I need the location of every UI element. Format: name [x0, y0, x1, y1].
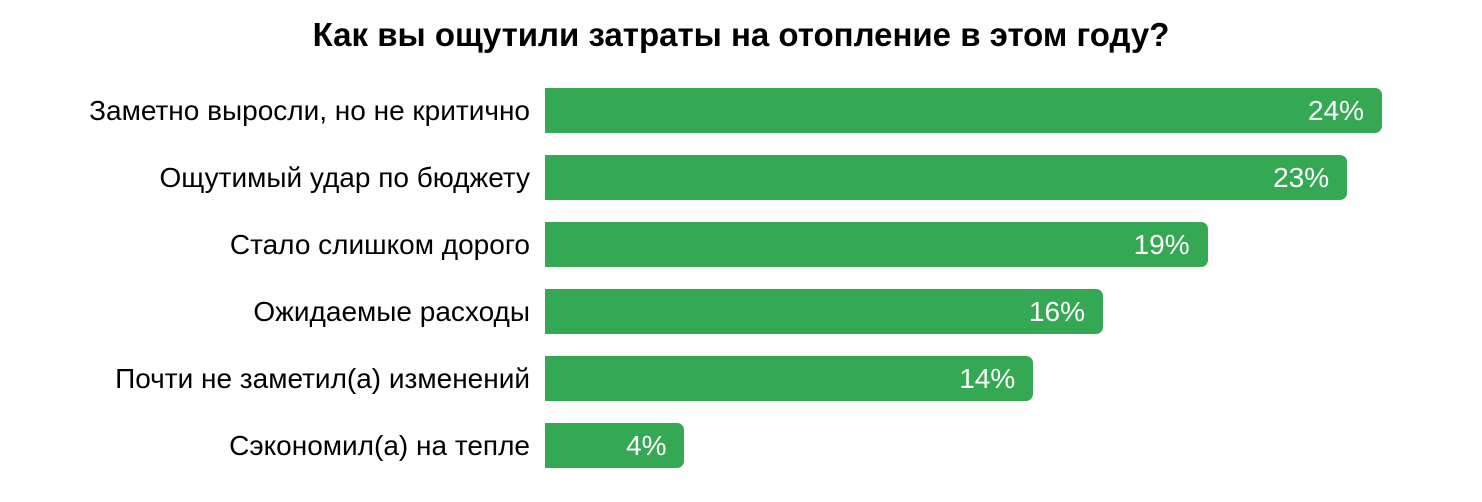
- bar-row: Стало слишком дорого 19%: [0, 222, 1482, 267]
- bar-track: 16%: [545, 289, 1382, 334]
- value-label: 19%: [1133, 228, 1190, 260]
- bar: 24%: [545, 88, 1382, 133]
- bar: 23%: [545, 155, 1348, 200]
- bar-row: Ощутимый удар по бюджету 23%: [0, 155, 1482, 200]
- bar-row: Почти не заметил(а) изменений 14%: [0, 356, 1482, 401]
- bar-row: Сэкономил(а) на тепле 4%: [0, 423, 1482, 468]
- value-label: 24%: [1307, 94, 1364, 126]
- bar: 19%: [545, 222, 1208, 267]
- value-label: 23%: [1273, 161, 1330, 193]
- category-label: Сэкономил(а) на тепле: [229, 429, 530, 461]
- value-label: 4%: [626, 429, 667, 461]
- chart-title: Как вы ощутили затраты на отопление в эт…: [312, 16, 1170, 53]
- bar: 16%: [545, 289, 1103, 334]
- bar-track: 14%: [545, 356, 1382, 401]
- bar-track: 24%: [545, 88, 1382, 133]
- bars-area: Заметно выросли, но не критично 24% Ощутим…: [0, 88, 1482, 468]
- value-label: 14%: [959, 362, 1016, 394]
- bar-track: 4%: [545, 423, 1382, 468]
- value-label: 16%: [1028, 295, 1085, 327]
- bar: 4%: [545, 423, 685, 468]
- bar-row: Заметно выросли, но не критично 24%: [0, 88, 1482, 133]
- category-label: Ожидаемые расходы: [253, 295, 530, 327]
- bar-row: Ожидаемые расходы 16%: [0, 289, 1482, 334]
- category-label: Почти не заметил(а) изменений: [115, 362, 530, 394]
- survey-bar-chart: Как вы ощутили затраты на отопление в эт…: [0, 16, 1482, 502]
- category-label: Заметно выросли, но не критично: [89, 94, 530, 126]
- bar-track: 23%: [545, 155, 1382, 200]
- bar-track: 19%: [545, 222, 1382, 267]
- category-label: Стало слишком дорого: [229, 228, 530, 260]
- bar: 14%: [545, 356, 1034, 401]
- category-label: Ощутимый удар по бюджету: [159, 161, 530, 193]
